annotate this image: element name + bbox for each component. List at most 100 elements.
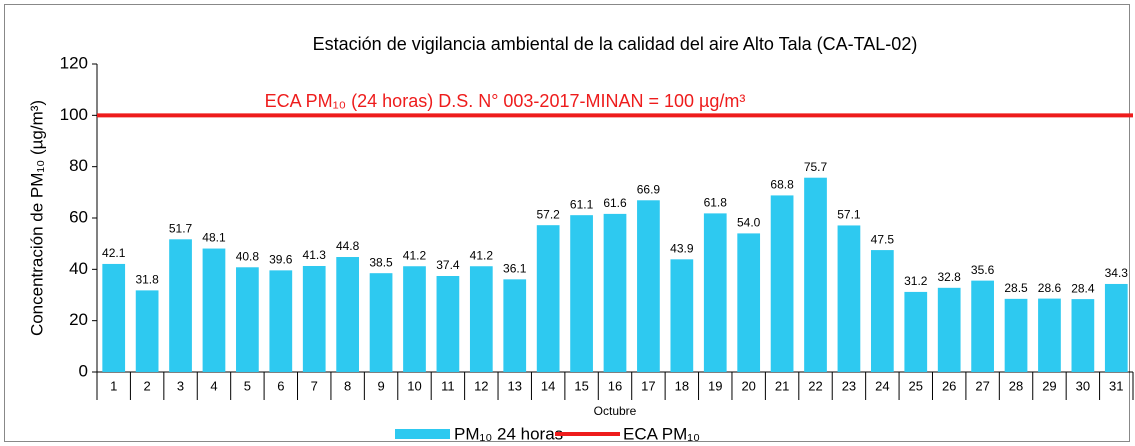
x-tick-label: 21 [775,378,789,393]
data-label: 68.8 [770,178,794,192]
data-label: 34.3 [1105,266,1129,280]
data-label: 28.6 [1038,281,1062,295]
bar [302,265,326,372]
x-tick-label: 3 [177,378,184,393]
data-label: 44.8 [336,239,360,253]
x-tick-label: 16 [608,378,622,393]
x-tick-label: 2 [144,378,151,393]
x-tick-label: 1 [110,378,117,393]
x-tick-label: 9 [377,378,384,393]
data-label: 36.1 [503,262,527,276]
bar [169,239,192,372]
bar [703,213,727,372]
bar [904,291,928,372]
x-tick-label: 27 [975,378,989,393]
data-label: 28.5 [1004,281,1028,295]
data-label: 31.8 [135,273,159,287]
bar [670,259,694,372]
x-tick-label: 6 [277,378,284,393]
x-tick-label: 11 [441,378,455,393]
x-tick-label: 14 [541,378,555,393]
bar [436,276,460,372]
x-tick-label: 10 [407,378,421,393]
bar [1038,298,1061,372]
data-label: 61.8 [704,196,728,210]
x-tick-label: 30 [1076,378,1090,393]
data-label: 39.6 [269,253,293,267]
x-tick-label: 13 [508,378,522,393]
y-tick-label: 80 [69,156,88,175]
bar [1004,298,1028,372]
x-tick-label: 31 [1109,378,1123,393]
bar [1104,283,1128,372]
bar [737,233,761,372]
bar [403,266,426,372]
legend-swatch [395,429,450,439]
x-tick-label: 4 [210,378,217,393]
bar [135,290,159,372]
x-tick-label: 29 [1042,378,1056,393]
data-label: 57.1 [837,208,861,222]
data-label: 37.4 [436,258,460,272]
x-tick-label: 18 [675,378,689,393]
data-label: 57.2 [536,207,560,221]
data-label: 42.1 [102,246,126,260]
x-tick-label: 7 [311,378,318,393]
x-tick-label: 28 [1009,378,1023,393]
x-tick-label: 24 [875,378,889,393]
x-tick-label: 19 [708,378,722,393]
bar [269,270,293,372]
legend-label: PM₁₀ 24 horas [454,424,563,443]
data-label: 28.4 [1071,281,1095,295]
y-axis-label: Concentración de PM₁₀ (µg/m³) [27,100,46,336]
x-tick-label: 26 [942,378,956,393]
x-tick-label: 15 [574,378,588,393]
data-label: 75.7 [804,160,828,174]
y-tick-label: 0 [79,361,88,380]
data-label: 41.2 [470,248,494,262]
bar [469,266,493,372]
legend-label: ECA PM₁₀ [623,424,700,443]
chart-title: Estación de vigilancia ambiental de la c… [313,34,918,54]
data-label: 51.7 [169,221,193,235]
y-tick-label: 40 [69,259,88,278]
x-tick-label: 22 [808,378,822,393]
y-tick-label: 100 [60,105,88,124]
data-label: 38.5 [369,255,393,269]
bar [603,213,627,372]
data-label: 32.8 [938,270,962,284]
data-label: 61.6 [603,196,627,210]
bar [837,225,861,372]
data-label: 47.5 [871,232,895,246]
data-label: 43.9 [670,241,694,255]
y-tick-label: 60 [69,207,88,226]
bar [770,195,794,372]
data-label: 35.6 [971,263,995,277]
y-tick-label: 20 [69,310,88,329]
data-label: 31.2 [904,274,928,288]
bar [804,177,827,372]
bar [202,248,226,372]
bar [1071,299,1095,372]
data-label: 66.9 [637,182,661,196]
bar [937,287,961,372]
bar [236,267,259,372]
x-tick-label: 12 [474,378,488,393]
bar [336,257,360,372]
data-label: 40.8 [236,249,260,263]
x-tick-label: 25 [909,378,923,393]
bar [870,250,894,372]
data-label: 61.1 [570,197,594,211]
data-label: 54.0 [737,216,761,230]
bar [503,279,527,372]
y-tick-label: 120 [60,53,88,72]
bar [570,215,593,372]
x-tick-label: 5 [244,378,251,393]
bar [637,200,660,372]
bar [102,263,126,372]
x-tick-label: 17 [641,378,655,393]
bar [369,273,393,372]
x-tick-label: 20 [741,378,755,393]
x-tick-label: 8 [344,378,351,393]
